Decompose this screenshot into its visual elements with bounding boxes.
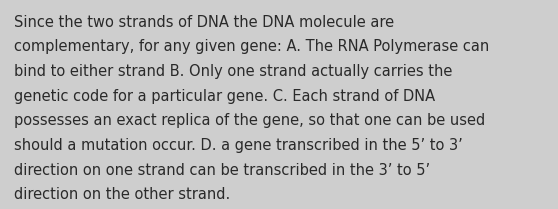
Text: direction on one strand can be transcribed in the 3’ to 5’: direction on one strand can be transcrib…	[14, 163, 430, 178]
Text: complementary, for any given gene: A. The RNA Polymerase can: complementary, for any given gene: A. Th…	[14, 39, 489, 54]
Text: should a mutation occur. D. a gene transcribed in the 5’ to 3’: should a mutation occur. D. a gene trans…	[14, 138, 463, 153]
Text: direction on the other strand.: direction on the other strand.	[14, 187, 230, 202]
Text: genetic code for a particular gene. C. Each strand of DNA: genetic code for a particular gene. C. E…	[14, 89, 435, 104]
Text: bind to either strand B. Only one strand actually carries the: bind to either strand B. Only one strand…	[14, 64, 453, 79]
Text: possesses an exact replica of the gene, so that one can be used: possesses an exact replica of the gene, …	[14, 113, 485, 128]
Text: Since the two strands of DNA the DNA molecule are: Since the two strands of DNA the DNA mol…	[14, 15, 394, 30]
